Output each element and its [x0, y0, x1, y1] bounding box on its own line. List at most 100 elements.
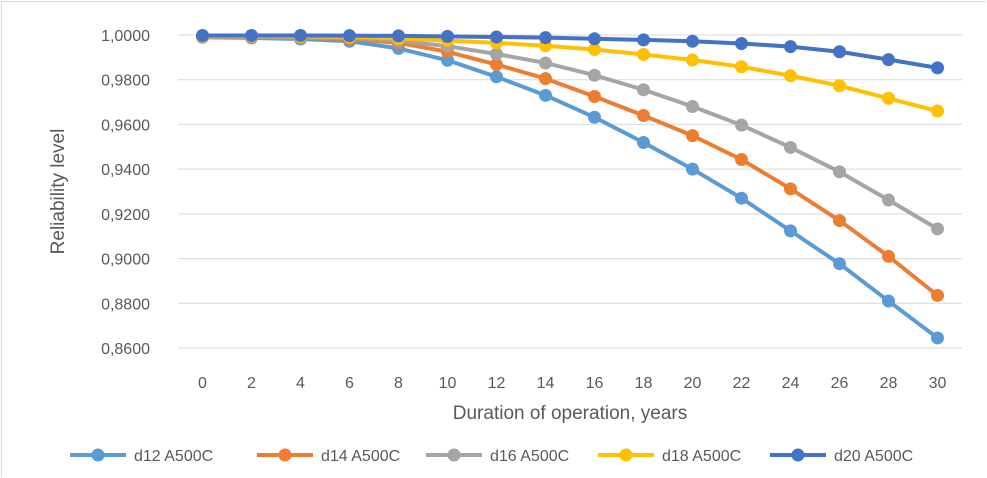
y-tick-label: 0,8600 [101, 341, 150, 358]
data-point [588, 43, 601, 57]
legend-swatch-marker [791, 448, 805, 462]
series-points-3 [196, 30, 944, 236]
data-point [735, 153, 748, 167]
x-axis-ticks: 0 2 4 6 8 10 12 14 16 18 20 22 24 26 28 30 [198, 375, 946, 392]
x-tick-label: 22 [733, 375, 751, 392]
data-point [588, 89, 601, 103]
data-point [735, 191, 748, 205]
x-tick-label: 6 [345, 375, 354, 392]
data-point [539, 56, 552, 70]
data-point [784, 224, 797, 238]
data-point [637, 83, 650, 97]
data-point [637, 47, 650, 61]
data-point [294, 28, 307, 42]
data-point [735, 118, 748, 132]
data-point [686, 100, 699, 114]
x-tick-label: 30 [929, 375, 947, 392]
data-point [539, 72, 552, 86]
data-point [735, 60, 748, 74]
y-tick-label: 0,9200 [101, 207, 150, 224]
data-point [735, 36, 748, 50]
legend-label: d20 A500C [834, 448, 913, 465]
data-point [784, 182, 797, 196]
y-tick-label: 0,9600 [101, 117, 150, 134]
data-point [588, 68, 601, 82]
data-point [784, 140, 797, 154]
data-point [490, 47, 503, 61]
legend-swatch-marker [447, 448, 461, 462]
legend-item-2: d14 A500C [257, 448, 400, 465]
x-axis-title: Duration of operation, years [453, 403, 687, 424]
legend-label: d14 A500C [321, 448, 400, 465]
legend-label: d12 A500C [134, 448, 213, 465]
data-point [833, 45, 846, 59]
data-point [882, 249, 895, 263]
x-tick-label: 28 [880, 375, 898, 392]
data-point [686, 129, 699, 143]
legend-item-3: d16 A500C [426, 448, 569, 465]
x-tick-label: 2 [247, 375, 256, 392]
data-point [637, 136, 650, 150]
series-line-4 [202, 33, 939, 113]
data-point [882, 53, 895, 67]
legend-label: d18 A500C [662, 448, 741, 465]
data-point [833, 165, 846, 179]
x-tick-label: 10 [439, 375, 457, 392]
data-point [637, 108, 650, 122]
data-point [882, 193, 895, 207]
data-point [931, 331, 944, 345]
legend-swatch-marker [278, 448, 292, 462]
x-tick-label: 12 [488, 375, 506, 392]
data-point [490, 70, 503, 84]
data-point [931, 61, 944, 75]
data-point [490, 30, 503, 44]
x-tick-label: 18 [635, 375, 653, 392]
data-point [539, 88, 552, 102]
data-point [490, 58, 503, 72]
data-point [833, 79, 846, 93]
legend-swatch-marker [619, 448, 633, 462]
y-axis-ticks: 0,8600 0,8800 0,9000 0,9200 0,9400 0,9600 0,98… [101, 28, 150, 358]
data-point [931, 288, 944, 302]
legend: d12 A500C d14 A500C d16 A500C d18 A500C d20 … [70, 448, 913, 465]
data-point [833, 214, 846, 228]
series-lines [202, 33, 939, 340]
legend-item-1: d12 A500C [70, 448, 213, 465]
series-line-5 [202, 33, 938, 70]
data-point [784, 69, 797, 83]
legend-swatch-marker [91, 448, 105, 462]
legend-label: d16 A500C [490, 448, 569, 465]
x-tick-label: 20 [684, 375, 702, 392]
y-tick-label: 0,9800 [101, 73, 150, 90]
data-point [931, 104, 944, 118]
x-tick-label: 26 [831, 375, 849, 392]
data-point [588, 32, 601, 46]
data-point [784, 40, 797, 54]
series-points-1 [196, 30, 944, 345]
y-tick-label: 0,8800 [101, 296, 150, 313]
data-point [931, 222, 944, 236]
data-point [637, 33, 650, 47]
y-axis-title: Reliability level [48, 129, 69, 255]
data-point [392, 29, 405, 43]
data-point [882, 91, 895, 105]
legend-item-4: d18 A500C [598, 448, 741, 465]
data-point [686, 162, 699, 176]
x-tick-label: 0 [198, 375, 207, 392]
series-points [196, 28, 944, 345]
data-point [343, 29, 356, 43]
legend-item-5: d20 A500C [770, 448, 913, 465]
data-point [539, 31, 552, 45]
data-point [882, 294, 895, 308]
x-tick-label: 24 [782, 375, 800, 392]
series-line-3 [202, 34, 939, 231]
data-point [686, 34, 699, 48]
x-tick-label: 14 [537, 375, 555, 392]
data-point [588, 110, 601, 124]
x-tick-label: 4 [296, 375, 305, 392]
data-point [245, 28, 258, 42]
data-point [196, 28, 209, 42]
y-tick-label: 1,0000 [101, 28, 150, 45]
